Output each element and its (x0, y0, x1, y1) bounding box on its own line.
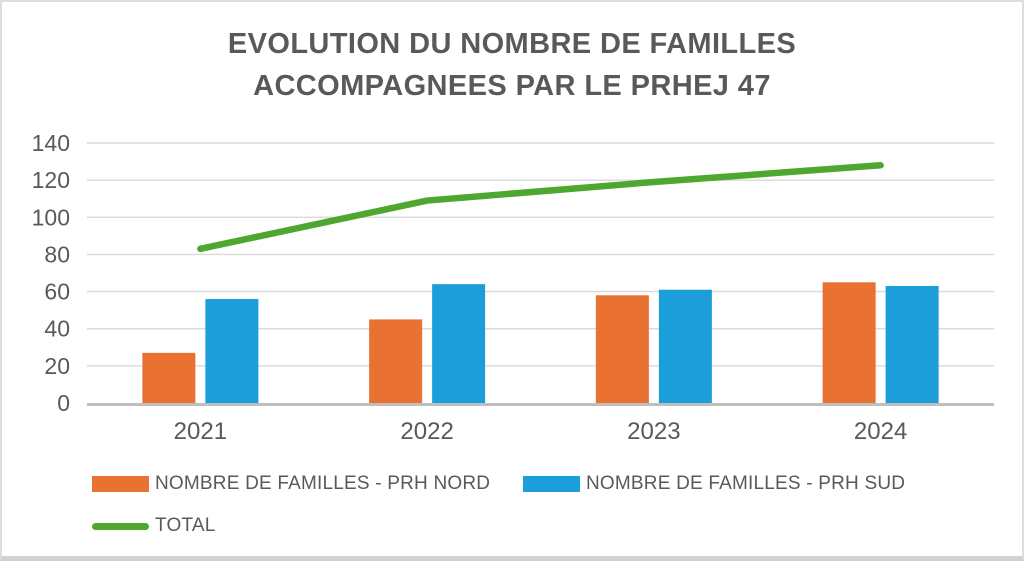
legend-swatch-prh-nord (92, 476, 149, 492)
legend-item-total: TOTAL (92, 514, 215, 538)
y-tick-label: 60 (44, 279, 70, 305)
legend-item-prh-nord: NOMBRE DE FAMILLES - PRH NORD (92, 472, 490, 496)
legend-swatch-total (92, 522, 149, 530)
legend-item-prh-sud: NOMBRE DE FAMILLES - PRH SUD (523, 472, 905, 496)
x-axis-label: 2023 (627, 418, 680, 445)
total-line (197, 162, 884, 253)
y-tick-label: 120 (32, 167, 70, 193)
y-tick-label: 0 (57, 390, 70, 416)
bar-prh-sud (885, 286, 939, 403)
legend-label-prh-sud: NOMBRE DE FAMILLES - PRH SUD (586, 473, 906, 494)
bar-prh-nord (822, 282, 876, 403)
bar-prh-sud (432, 284, 486, 403)
y-tick-label: 140 (32, 130, 70, 156)
legend-swatch-prh-sud (523, 476, 580, 492)
x-axis-label: 2024 (854, 418, 907, 445)
x-axis-label: 2022 (400, 418, 453, 445)
bar-prh-nord (595, 295, 649, 403)
bar-prh-nord (369, 319, 423, 403)
y-tick-label: 100 (32, 204, 70, 230)
legend-label-total: TOTAL (155, 515, 216, 536)
legend-label-prh-nord: NOMBRE DE FAMILLES - PRH NORD (155, 473, 491, 494)
bar-prh-sud (205, 299, 259, 403)
x-axis-label: 2021 (174, 418, 227, 445)
y-tick-label: 40 (44, 316, 70, 342)
bar-prh-sud (658, 289, 712, 403)
y-tick-label: 20 (44, 353, 70, 379)
bar-prh-nord (142, 352, 196, 403)
chart-title: EVOLUTION DU NOMBRE DE FAMILLES ACCOMPAG… (227, 28, 797, 102)
y-tick-label: 80 (44, 241, 70, 267)
